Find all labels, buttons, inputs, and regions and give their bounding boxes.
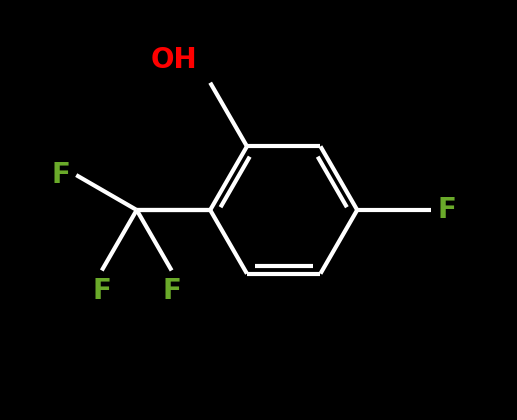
Text: F: F — [51, 161, 70, 189]
Text: F: F — [162, 277, 181, 305]
Text: OH: OH — [151, 46, 197, 74]
Text: F: F — [93, 277, 111, 305]
Text: F: F — [437, 196, 456, 224]
